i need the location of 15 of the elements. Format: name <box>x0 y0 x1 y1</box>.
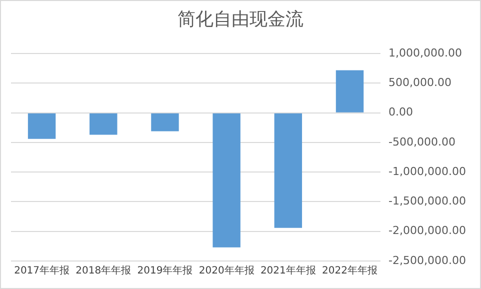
y-tick-label: 0.00 <box>388 106 414 119</box>
x-tick-label: 2022年年报 <box>322 264 378 277</box>
y-tick-label: -500,000.00 <box>388 135 456 148</box>
x-tick-label: 2020年年报 <box>198 264 254 277</box>
y-tick-label: -1,500,000.00 <box>388 194 466 208</box>
x-tick-label: 2017年年报 <box>14 264 70 277</box>
y-tick-label: 500,000.00 <box>388 76 452 90</box>
chart-title: 简化自由现金流 <box>176 8 304 31</box>
x-tick-label: 2021年年报 <box>260 264 316 277</box>
y-tick-label: -2,000,000.00 <box>388 224 466 238</box>
x-tick-label: 2018年年报 <box>76 264 132 277</box>
y-tick-label: -2,500,000.00 <box>388 254 466 267</box>
x-tick-label: 2019年年报 <box>137 264 193 277</box>
y-tick-label: 1,000,000.00 <box>388 46 462 60</box>
y-tick-label: -1,000,000.00 <box>388 164 466 178</box>
